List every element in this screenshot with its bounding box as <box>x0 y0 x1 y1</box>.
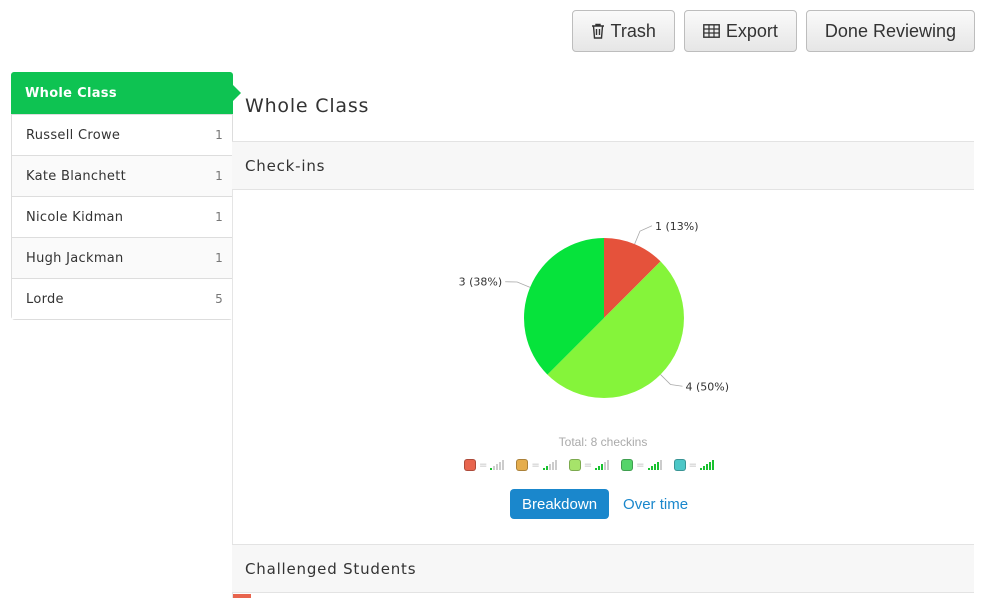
pie-slice[interactable] <box>547 261 684 398</box>
view-tabs: Breakdown Over time <box>510 489 688 519</box>
section-title: Check-ins <box>245 156 326 175</box>
sidebar-item-label: Kate Blanchett <box>26 168 127 184</box>
equals-sign: = <box>583 459 593 471</box>
pie-svg: 1 (13%) 4 (50%) 3 (38%) <box>459 220 729 398</box>
sidebar-item-hugh-jackman[interactable]: Hugh Jackman 1 <box>12 237 232 278</box>
tab-over-time[interactable]: Over time <box>623 495 689 513</box>
sidebar-item-russell-crowe[interactable]: Russell Crowe 1 <box>12 114 232 155</box>
signal-strength-icon <box>595 460 610 470</box>
signal-strength-icon <box>490 460 505 470</box>
section-title: Challenged Students <box>245 559 417 578</box>
checkins-pie-chart: 1 (13%) 4 (50%) 3 (38%) <box>440 205 770 430</box>
pie-slice[interactable] <box>604 238 661 318</box>
legend-item: = <box>516 459 557 471</box>
equals-sign: = <box>531 459 540 471</box>
equals-sign: = <box>636 459 645 471</box>
sidebar-item-label: Whole Class <box>25 85 117 101</box>
table-icon <box>702 24 720 38</box>
status-marker <box>233 594 251 598</box>
toolbar: Trash Export Done Reviewing <box>571 10 975 52</box>
sidebar-item-nicole-kidman[interactable]: Nicole Kidman 1 <box>12 196 232 237</box>
legend-swatch <box>673 459 686 471</box>
sidebar-item-whole-class[interactable]: Whole Class <box>11 72 241 114</box>
checkin-count: 1 <box>215 169 223 183</box>
mood-legend: = = = = = <box>464 459 714 471</box>
challenged-students-section-header: Challenged Students <box>232 544 974 593</box>
sidebar-item-label: Hugh Jackman <box>26 250 124 266</box>
sidebar-item-lorde[interactable]: Lorde 5 <box>12 278 232 319</box>
tab-breakdown[interactable]: Breakdown <box>510 489 610 519</box>
legend-swatch <box>621 459 634 471</box>
signal-strength-icon <box>647 460 662 470</box>
trash-icon <box>591 23 605 39</box>
done-reviewing-button[interactable]: Done Reviewing <box>805 10 975 52</box>
total-checkins: Total: 8 checkins <box>558 435 648 449</box>
pie-slice[interactable] <box>524 238 604 375</box>
checkin-count: 1 <box>215 251 223 265</box>
sidebar-item-label: Lorde <box>26 291 64 307</box>
legend-swatch <box>516 459 529 471</box>
legend-item: = <box>568 459 610 471</box>
pie-data-label: 1 (13%) <box>655 220 699 233</box>
pie-label-leader <box>505 281 531 288</box>
student-sidebar: Whole Class Russell Crowe 1 Kate Blanche… <box>11 72 241 320</box>
legend-item: = <box>464 459 505 471</box>
sidebar-item-label: Nicole Kidman <box>26 209 124 225</box>
sidebar-item-label: Russell Crowe <box>26 127 121 143</box>
pie-data-label: 4 (50%) <box>685 380 729 393</box>
pie-data-label: 3 (38%) <box>459 276 503 289</box>
trash-button[interactable]: Trash <box>571 10 675 52</box>
legend-item: = <box>621 459 662 471</box>
equals-sign: = <box>479 459 488 471</box>
export-button[interactable]: Export <box>683 10 797 52</box>
export-label: Export <box>725 20 778 41</box>
signal-strength-icon <box>542 460 557 470</box>
legend-item: = <box>673 459 714 471</box>
signal-strength-icon <box>699 460 714 470</box>
page-title: Whole Class <box>245 95 370 117</box>
checkin-count: 1 <box>215 128 223 142</box>
sidebar-item-kate-blanchett[interactable]: Kate Blanchett 1 <box>12 155 232 196</box>
pie-label-leader <box>660 374 683 387</box>
checkin-count: 5 <box>215 292 223 306</box>
checkin-count: 1 <box>215 210 223 224</box>
equals-sign: = <box>688 459 697 471</box>
legend-swatch <box>568 459 581 471</box>
content-divider <box>232 148 233 598</box>
trash-label: Trash <box>610 20 656 41</box>
pie-label-leader <box>634 225 653 245</box>
done-reviewing-label: Done Reviewing <box>824 20 956 41</box>
legend-swatch <box>464 459 476 471</box>
checkins-section-header: Check-ins <box>232 141 974 190</box>
